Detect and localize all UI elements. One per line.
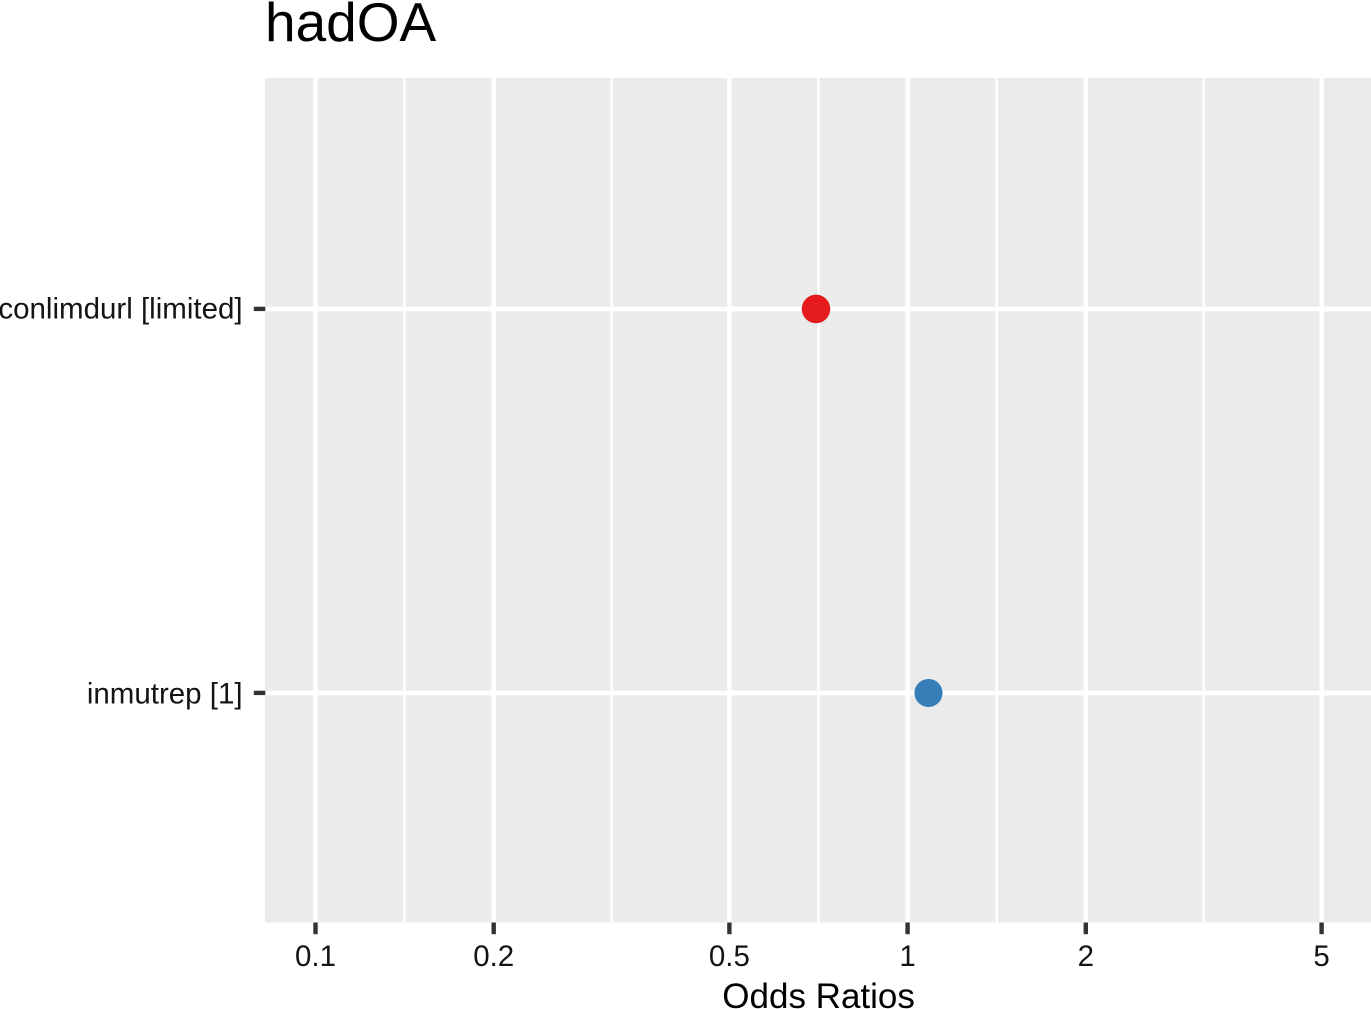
svg-text:hadOA: hadOA xyxy=(265,0,437,53)
svg-text:0.1: 0.1 xyxy=(295,940,336,973)
svg-text:inmutrep [1]: inmutrep [1] xyxy=(87,678,243,711)
svg-text:5: 5 xyxy=(1313,940,1329,973)
svg-text:conlimdurl [limited]: conlimdurl [limited] xyxy=(0,293,243,326)
svg-text:1: 1 xyxy=(899,940,915,973)
svg-text:0.2: 0.2 xyxy=(473,940,514,973)
svg-text:2: 2 xyxy=(1078,940,1094,973)
svg-text:0.5: 0.5 xyxy=(709,940,750,973)
svg-text:Odds Ratios: Odds Ratios xyxy=(722,977,915,1009)
